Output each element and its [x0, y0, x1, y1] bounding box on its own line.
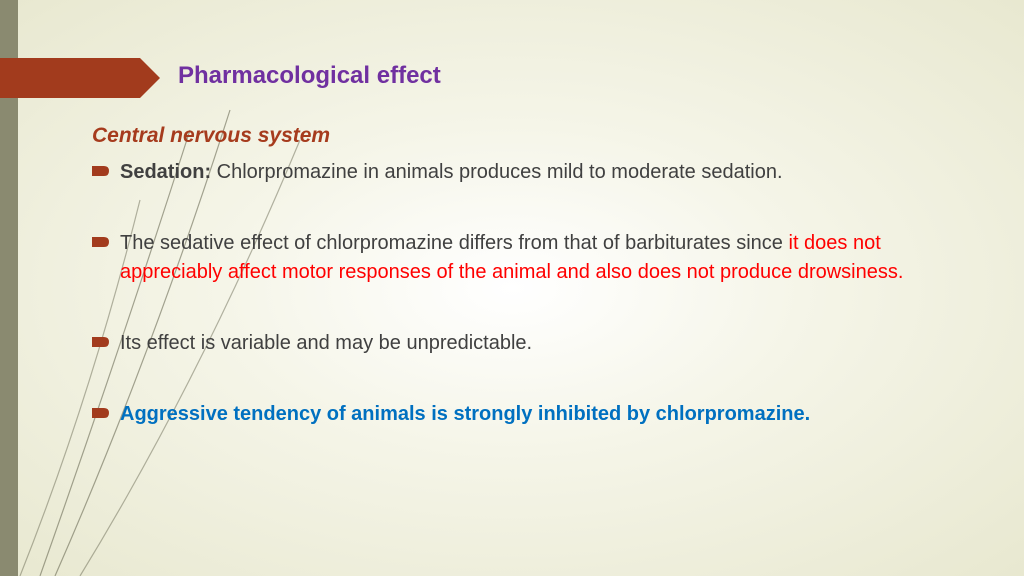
slide-subtitle: Central nervous system	[92, 124, 330, 148]
content-area: Sedation: Chlorpromazine in animals prod…	[92, 158, 962, 429]
text-span: Chlorpromazine in animals produces mild …	[217, 161, 783, 183]
bold-span: Sedation:	[120, 161, 217, 183]
bullet-text: Its effect is variable and may be unpred…	[120, 329, 962, 358]
slide-title: Pharmacological effect	[178, 62, 441, 90]
blue-span: Aggressive tendency of animals is strong…	[120, 403, 805, 425]
bullet-text: Sedation: Chlorpromazine in animals prod…	[120, 158, 962, 187]
text-span: The sedative effect of chlorpromazine di…	[120, 232, 789, 254]
title-arrow-banner	[0, 58, 140, 98]
bullet-text: Aggressive tendency of animals is strong…	[120, 400, 962, 429]
bullet-text: The sedative effect of chlorpromazine di…	[120, 229, 962, 287]
bullet-icon	[92, 229, 120, 249]
bullet-item: Its effect is variable and may be unpred…	[92, 329, 962, 358]
blue-dot: .	[805, 403, 811, 425]
bullet-icon	[92, 400, 120, 420]
text-span: Its effect is variable and may be unpred…	[120, 332, 532, 354]
bullet-item: Aggressive tendency of animals is strong…	[92, 400, 962, 429]
bullet-item: The sedative effect of chlorpromazine di…	[92, 229, 962, 287]
bullet-item: Sedation: Chlorpromazine in animals prod…	[92, 158, 962, 187]
bullet-icon	[92, 158, 120, 178]
bullet-icon	[92, 329, 120, 349]
